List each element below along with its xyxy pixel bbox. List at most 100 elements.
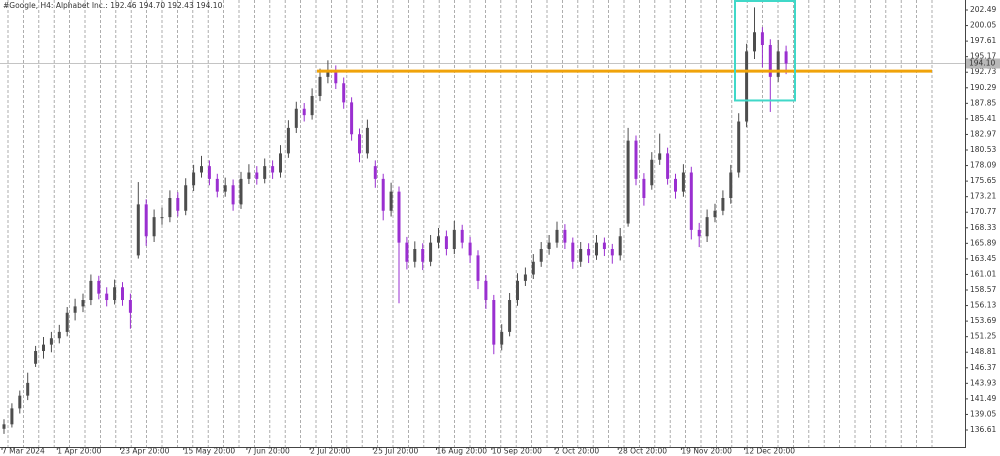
candle-body — [381, 178, 385, 211]
candle-body — [310, 96, 314, 116]
candle-body — [271, 166, 275, 173]
y-tick-label: 151.25 — [970, 332, 996, 341]
x-tick-label: 2 Jul 20:00 — [310, 447, 350, 456]
candle-body — [626, 140, 630, 224]
y-tick-label: 182.97 — [970, 129, 996, 138]
y-tick-label: 146.37 — [970, 363, 996, 372]
candle-body — [176, 198, 180, 211]
candle-body — [144, 204, 148, 237]
y-tick-label: 141.49 — [970, 394, 996, 403]
chart-title: #Google, H4: Alphabet Inc.: 192.46 194.7… — [3, 1, 223, 10]
candle-body — [373, 166, 377, 179]
y-tick-label: 195.17 — [970, 52, 996, 61]
candle-body — [460, 229, 464, 243]
y-tick-label: 187.85 — [970, 98, 996, 107]
candle-body — [192, 172, 196, 186]
candle-body — [563, 229, 567, 243]
candle-body — [10, 408, 14, 425]
candle-body — [610, 249, 614, 256]
candle-body — [2, 424, 6, 429]
candle-body — [531, 261, 535, 275]
y-tick-label: 190.29 — [970, 83, 996, 92]
y-tick-label: 185.41 — [970, 114, 996, 123]
candle-body — [121, 287, 124, 301]
candle-body — [200, 166, 203, 173]
y-tick-label: 143.93 — [970, 378, 996, 387]
candle-body — [768, 45, 772, 77]
candle-body — [776, 51, 780, 77]
candle-body — [713, 210, 717, 218]
x-tick-label: 23 Apr 20:00 — [121, 447, 170, 456]
candle-body — [318, 76, 322, 97]
candle-body — [737, 121, 741, 173]
y-tick-label: 202.49 — [970, 5, 996, 14]
vertical-grid — [7, 0, 933, 447]
x-tick-label: 2 Oct 20:00 — [555, 447, 599, 456]
candle-body — [128, 300, 132, 313]
candle-body — [207, 166, 211, 179]
candle-body — [579, 249, 583, 262]
candle-body — [49, 338, 53, 345]
candle-body — [523, 274, 527, 281]
candle-body — [239, 178, 243, 205]
candle-body — [358, 134, 361, 154]
candle-body — [350, 102, 354, 135]
x-tick-label: 10 Sep 20:00 — [492, 447, 542, 456]
candle-body — [223, 185, 227, 192]
candle-body — [602, 242, 606, 250]
y-tick-label: 178.09 — [970, 161, 996, 170]
candle-body — [34, 351, 38, 364]
y-tick-label: 148.81 — [970, 347, 996, 356]
highlight-box — [734, 0, 796, 102]
candle-body — [642, 178, 646, 199]
candle-body — [468, 242, 472, 256]
candle-body — [168, 198, 172, 218]
candle-body — [413, 249, 417, 262]
candle-body — [555, 229, 559, 243]
y-tick-label: 200.05 — [970, 21, 996, 30]
candle-body — [681, 172, 685, 192]
candle-body — [674, 178, 677, 192]
candle-body — [547, 242, 551, 250]
y-tick-label: 175.65 — [970, 176, 996, 185]
candle-body — [113, 287, 117, 301]
candle-body — [508, 300, 512, 332]
candle-body — [231, 185, 235, 205]
candle-body — [745, 51, 749, 122]
candle-body — [595, 242, 598, 256]
candle-body — [666, 153, 670, 179]
y-tick-label: 153.69 — [970, 316, 996, 325]
candle-body — [65, 312, 69, 332]
candle-body — [334, 70, 338, 84]
y-tick-label: 139.05 — [970, 409, 996, 418]
candle-body — [294, 108, 298, 128]
candle-body — [215, 178, 219, 192]
candle-body — [136, 204, 140, 256]
candle-body — [255, 172, 259, 179]
candle-body — [286, 127, 290, 154]
candle-body — [184, 185, 188, 211]
candle-body — [753, 32, 756, 52]
x-tick-label: 12 Dec 20:00 — [745, 447, 796, 456]
candle-body — [105, 293, 109, 301]
y-tick-label: 173.21 — [970, 192, 996, 201]
candle-body — [152, 217, 156, 237]
candle-body — [26, 382, 30, 396]
candle-body — [73, 306, 77, 313]
candle-body — [516, 280, 519, 301]
y-tick-label: 192.73 — [970, 67, 996, 76]
candle-body — [437, 236, 440, 243]
candle-body — [500, 331, 504, 345]
candle-body — [697, 229, 701, 237]
y-tick-label: 170.77 — [970, 207, 996, 216]
candle-body — [784, 51, 788, 64]
candle-body — [81, 300, 85, 307]
candle-body — [247, 172, 251, 179]
price-label-box — [966, 58, 1000, 69]
x-tick-label: 7 Mar 2024 — [2, 447, 45, 456]
x-tick-label: 7 Jun 20:00 — [247, 447, 290, 456]
candle-body — [587, 249, 591, 256]
candle-body — [492, 300, 496, 345]
candle-body — [571, 242, 575, 262]
